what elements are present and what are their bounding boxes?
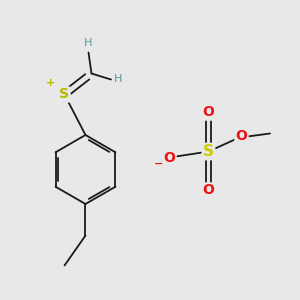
Text: S: S xyxy=(59,88,70,101)
Text: −: − xyxy=(154,158,163,169)
Text: O: O xyxy=(164,151,175,164)
Text: H: H xyxy=(114,74,123,85)
Text: O: O xyxy=(236,130,247,143)
Text: S: S xyxy=(203,144,214,159)
Text: O: O xyxy=(202,106,214,119)
Text: H: H xyxy=(84,38,93,49)
Text: O: O xyxy=(202,184,214,197)
Text: +: + xyxy=(46,78,55,88)
